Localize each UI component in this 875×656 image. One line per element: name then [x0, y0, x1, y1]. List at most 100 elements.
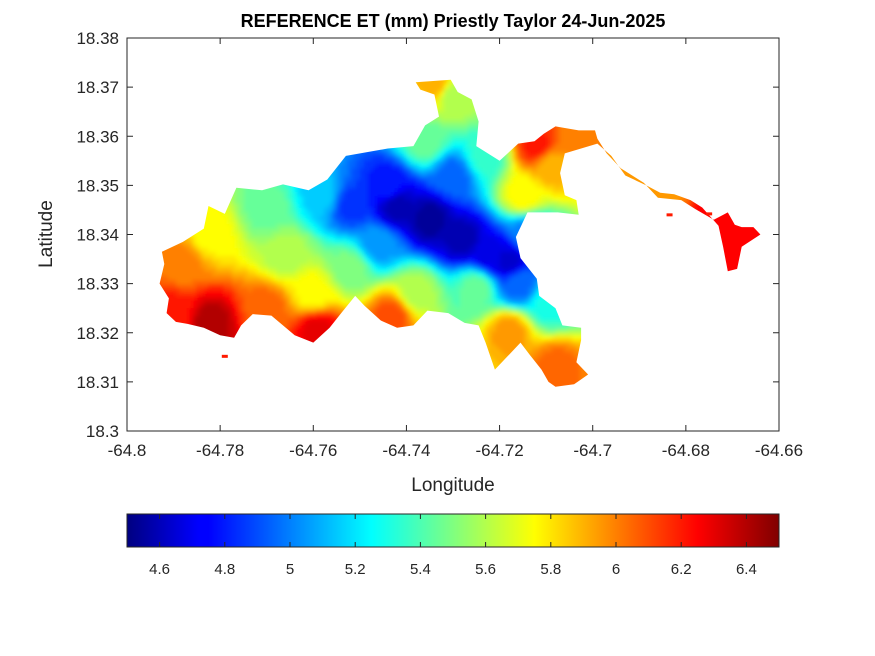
et-cell [516, 132, 521, 137]
et-cell [640, 116, 645, 121]
et-cell [456, 164, 461, 169]
et-cell [308, 68, 313, 73]
et-cell [380, 112, 385, 117]
et-cell [532, 152, 537, 157]
et-cell [336, 144, 341, 149]
et-cell [688, 80, 693, 85]
et-cell [272, 108, 277, 113]
et-cell [172, 108, 177, 113]
et-cell [664, 116, 669, 121]
et-cell [412, 136, 417, 141]
et-cell [636, 60, 641, 65]
et-cell [580, 144, 585, 149]
et-cell [736, 88, 741, 93]
et-cell [624, 68, 629, 73]
et-cell [500, 80, 505, 85]
et-cell [172, 184, 177, 189]
et-cell [336, 84, 341, 89]
et-cell [564, 100, 569, 105]
et-cell [600, 120, 605, 125]
et-cell [404, 172, 409, 177]
et-cell [188, 128, 193, 133]
et-cell [300, 96, 305, 101]
et-cell [308, 108, 313, 113]
et-cell [700, 60, 705, 65]
et-cell [452, 68, 457, 73]
et-cell [508, 79, 513, 81]
et-cell [172, 128, 177, 133]
et-cell [428, 79, 433, 81]
et-cell [708, 128, 713, 133]
et-cell [672, 120, 677, 125]
et-cell [560, 68, 565, 73]
et-cell [492, 156, 497, 161]
et-cell [708, 132, 713, 137]
et-cell [680, 160, 685, 165]
et-cell [528, 140, 533, 145]
et-cell [548, 172, 553, 177]
et-cell [348, 96, 353, 101]
et-cell [180, 80, 185, 85]
et-cell [380, 148, 385, 153]
et-cell [744, 72, 749, 77]
et-cell [512, 172, 517, 177]
et-cell [364, 160, 369, 165]
et-cell [412, 168, 417, 173]
et-cell [384, 180, 389, 185]
et-cell [424, 172, 429, 177]
et-cell [376, 80, 381, 85]
et-cell [536, 96, 541, 101]
et-cell [624, 80, 629, 85]
et-cell [584, 172, 589, 177]
et-cell [464, 168, 469, 173]
et-cell [640, 112, 645, 117]
et-cell [232, 140, 237, 145]
et-cell [244, 136, 249, 141]
et-cell [388, 168, 393, 173]
et-cell [652, 132, 657, 137]
et-cell [412, 120, 417, 125]
et-cell [160, 120, 165, 125]
et-cell [696, 144, 701, 149]
et-cell [640, 176, 645, 181]
et-cell [400, 64, 405, 69]
et-cell [348, 168, 353, 173]
et-cell [676, 144, 681, 149]
et-cell [596, 124, 601, 129]
et-cell [428, 144, 433, 149]
et-cell [328, 172, 333, 177]
et-cell [164, 116, 169, 121]
et-cell [308, 104, 313, 109]
et-cell [736, 136, 741, 141]
et-cell [584, 60, 589, 65]
et-cell [612, 160, 617, 165]
et-cell [572, 68, 577, 73]
et-cell [236, 104, 241, 109]
et-cell [516, 140, 521, 145]
et-cell [224, 60, 229, 65]
et-cell [608, 176, 613, 181]
et-cell [404, 120, 409, 125]
et-cell [140, 72, 145, 77]
et-cell [520, 108, 525, 113]
et-cell [756, 128, 761, 133]
et-cell [548, 80, 553, 85]
et-cell [404, 104, 409, 109]
et-cell [524, 168, 529, 173]
et-cell [324, 79, 329, 81]
et-cell [472, 132, 477, 137]
et-cell [568, 112, 573, 117]
et-cell [668, 68, 673, 73]
et-cell [312, 148, 317, 153]
et-cell [488, 116, 493, 121]
et-cell [292, 168, 297, 173]
et-cell [260, 116, 265, 121]
et-cell [168, 168, 173, 173]
et-cell [624, 72, 629, 77]
et-cell [464, 92, 469, 97]
et-cell [608, 140, 613, 145]
et-cell [736, 108, 741, 113]
et-cell [420, 144, 425, 149]
et-cell [708, 72, 713, 77]
et-cell [432, 140, 437, 145]
